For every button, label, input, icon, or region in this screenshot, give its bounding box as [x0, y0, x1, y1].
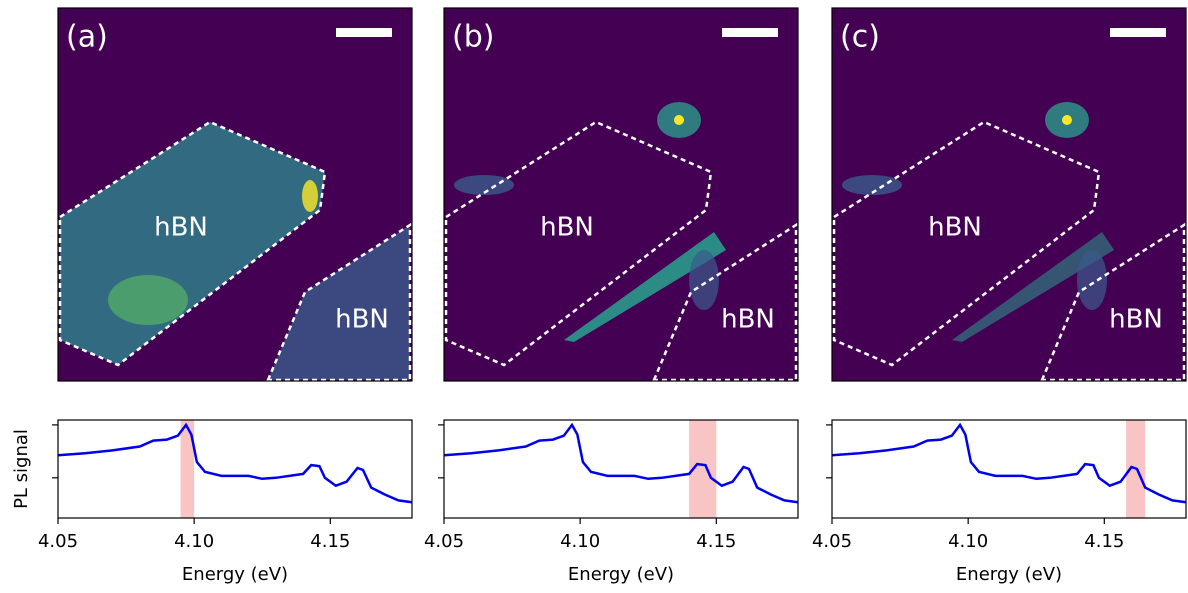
scale-bar	[722, 28, 778, 37]
x-axis-label: Energy (eV)	[956, 564, 1062, 585]
x-axis-label: Energy (eV)	[568, 564, 674, 585]
map-signal	[564, 232, 726, 342]
region-outline	[652, 222, 798, 382]
x-tick-label: 4.05	[424, 531, 464, 552]
spectrum-line	[831, 422, 1187, 504]
map-frame	[443, 7, 799, 382]
x-tick-label: 4.10	[560, 531, 600, 552]
x-tick-label: 4.10	[174, 531, 214, 552]
map-hotspot	[302, 180, 318, 212]
y-axis-label: PL signal	[11, 429, 32, 509]
x-tick-label: 4.15	[310, 531, 350, 552]
x-axis-label: Energy (eV)	[182, 564, 288, 585]
panel-label: (a)	[66, 20, 108, 55]
x-tick-label: 4.10	[948, 531, 988, 552]
map-background	[832, 8, 1186, 381]
region-outline	[58, 120, 327, 367]
plot-frame	[57, 419, 413, 519]
map-signal	[842, 175, 902, 195]
map-hotspot	[674, 115, 684, 125]
x-tick-label: 4.15	[696, 531, 736, 552]
region-outline	[1040, 222, 1186, 382]
scale-bar	[336, 28, 392, 37]
region-outline	[266, 222, 412, 382]
map-frame	[57, 7, 413, 382]
map-hotspot	[1062, 115, 1072, 125]
x-tick-label: 4.05	[38, 531, 78, 552]
map-hotspot	[108, 275, 188, 325]
plot-frame	[443, 419, 799, 519]
map-signal	[952, 232, 1114, 342]
highlight-band	[180, 420, 195, 518]
map-background	[444, 8, 798, 381]
plot-frame	[831, 419, 1187, 519]
region-label: hBN	[335, 305, 389, 335]
scale-bar	[1110, 28, 1166, 37]
region-label: hBN	[721, 305, 775, 335]
map-signal	[689, 250, 719, 310]
map-signal	[1077, 250, 1107, 310]
panel-label: (c)	[840, 20, 880, 55]
region-label: hBN	[540, 213, 594, 243]
region-outline	[444, 120, 713, 367]
region-outline	[832, 120, 1101, 367]
region-label: hBN	[154, 213, 208, 243]
x-tick-label: 4.05	[812, 531, 852, 552]
map-frame	[831, 7, 1187, 382]
region-label: hBN	[928, 213, 982, 243]
map-signal	[268, 225, 410, 380]
map-signal	[454, 175, 514, 195]
spectrum-line	[443, 422, 799, 504]
x-tick-label: 4.15	[1084, 531, 1124, 552]
region-label: hBN	[1109, 305, 1163, 335]
panel-label: (b)	[452, 20, 494, 55]
spectrum-line	[57, 422, 413, 504]
